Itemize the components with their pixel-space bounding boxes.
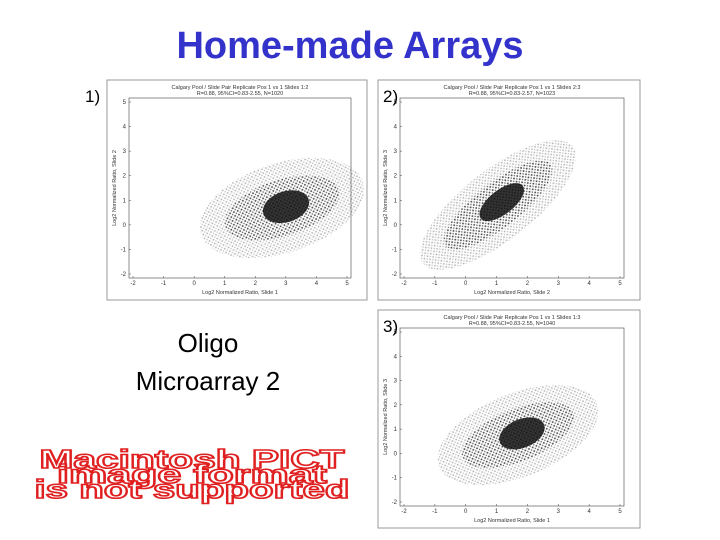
y-tick-label: -2 bbox=[121, 272, 127, 278]
x-tick-label: -2 bbox=[401, 281, 407, 287]
y-tick-label: 2 bbox=[394, 174, 398, 180]
y-tick-label: 4 bbox=[394, 354, 398, 360]
y-axis-label: Log2 Normalized Ratio, Slide 3 bbox=[383, 379, 389, 455]
x-tick-label: 0 bbox=[464, 509, 468, 515]
y-tick-label: 5 bbox=[394, 100, 398, 106]
y-tick-label: 0 bbox=[394, 451, 398, 457]
panel-label: 1) bbox=[85, 87, 100, 106]
y-tick-label: -2 bbox=[392, 500, 398, 506]
y-tick-label: -1 bbox=[392, 476, 398, 482]
plot-area bbox=[399, 327, 625, 507]
cloud-core bbox=[479, 183, 524, 222]
y-tick-label: 0 bbox=[394, 223, 398, 229]
x-tick-label: 3 bbox=[557, 509, 561, 515]
plot-title: R=0.88, 95%CI=0.83-2.55, N=1020 bbox=[197, 91, 283, 97]
x-tick-label: -1 bbox=[432, 509, 438, 515]
y-tick-label: 1 bbox=[394, 427, 398, 433]
panel-label: 2) bbox=[383, 87, 398, 106]
plot-panel: -2 -1 0 1 2 3 4 5 -2 -1 0 1 2 3 4 5 Calgary Pool / Slide… bbox=[106, 79, 368, 301]
x-tick-label: 2 bbox=[526, 509, 530, 515]
x-axis-label: Log2 Normalized Ratio, Slide 1 bbox=[474, 518, 550, 524]
cloud-core bbox=[499, 417, 545, 450]
caption-line: Oligo bbox=[178, 328, 239, 358]
plot-area bbox=[399, 97, 625, 279]
notice-line: is not supported bbox=[35, 474, 350, 504]
y-axis-label: Log2 Normalized Ratio, Slide 2 bbox=[112, 150, 118, 226]
y-tick-label: 0 bbox=[123, 223, 127, 229]
cloud-core bbox=[262, 190, 310, 224]
y-tick-label: 1 bbox=[394, 198, 398, 204]
x-tick-label: -1 bbox=[161, 281, 167, 287]
x-tick-label: 4 bbox=[587, 509, 591, 515]
y-tick-label: -1 bbox=[392, 247, 398, 253]
x-axis-label: Log2 Normalized Ratio, Slide 1 bbox=[202, 290, 278, 296]
y-tick-label: 2 bbox=[394, 403, 398, 409]
x-axis-label: Log2 Normalized Ratio, Slide 2 bbox=[474, 290, 550, 296]
x-tick-label: 4 bbox=[587, 281, 591, 287]
x-tick-label: 1 bbox=[223, 281, 227, 287]
plot-title: Calgary Pool / Slide Pair Replicate Pos … bbox=[444, 315, 581, 321]
x-tick-label: 0 bbox=[464, 281, 468, 287]
unsupported-image-notice: Macintosh PICT image format is not suppo… bbox=[34, 443, 351, 505]
y-tick-label: 4 bbox=[123, 125, 127, 131]
x-tick-label: 4 bbox=[315, 281, 319, 287]
x-tick-label: 5 bbox=[345, 281, 349, 287]
x-tick-label: 1 bbox=[495, 509, 499, 515]
point-cloud bbox=[199, 157, 365, 259]
point-cloud bbox=[420, 140, 576, 270]
notice-line: image format bbox=[57, 459, 328, 489]
x-tick-label: 3 bbox=[557, 281, 561, 287]
x-tick-label: 1 bbox=[495, 281, 499, 287]
x-tick-label: 5 bbox=[618, 509, 622, 515]
plot-title: R=0.88, 95%CI=0.83-2.55, N=1040 bbox=[469, 321, 555, 327]
plot-title: Calgary Pool / Slide Pair Replicate Pos … bbox=[172, 85, 309, 91]
y-tick-label: -1 bbox=[121, 247, 127, 253]
plot-title: Calgary Pool / Slide Pair Replicate Pos … bbox=[444, 85, 581, 91]
notice-line: Macintosh PICT bbox=[40, 444, 345, 474]
y-tick-label: 4 bbox=[394, 125, 398, 131]
x-tick-label: 2 bbox=[254, 281, 258, 287]
x-tick-label: 5 bbox=[618, 281, 622, 287]
x-tick-label: 0 bbox=[192, 281, 196, 287]
y-tick-label: 5 bbox=[123, 100, 127, 106]
y-tick-label: 3 bbox=[394, 149, 398, 155]
y-tick-label: 3 bbox=[394, 379, 398, 385]
x-tick-label: -2 bbox=[401, 509, 407, 515]
caption-line: Microarray 2 bbox=[136, 366, 280, 396]
x-tick-label: 3 bbox=[284, 281, 288, 287]
x-tick-label: -1 bbox=[432, 281, 438, 287]
x-tick-label: 2 bbox=[526, 281, 530, 287]
y-tick-label: 3 bbox=[123, 149, 127, 155]
panel-label: 3) bbox=[383, 317, 398, 336]
slide-title: Home-made Arrays bbox=[176, 25, 523, 67]
y-axis-label: Log2 Normalized Ratio, Slide 3 bbox=[383, 150, 389, 226]
plot-panel: -2 -1 0 1 2 3 4 5 -2 -1 0 1 2 3 4 5 Calgary Pool / Slide… bbox=[377, 79, 641, 301]
plot-title: R=0.88, 95%CI=0.83-2.57, N=1023 bbox=[469, 91, 555, 97]
plot-panel: -2 -1 0 1 2 3 4 5 -2 -1 0 1 2 3 4 5 Calgary Pool / Slide… bbox=[377, 309, 641, 529]
point-cloud bbox=[437, 384, 599, 486]
y-tick-label: -2 bbox=[392, 272, 398, 278]
y-tick-label: 2 bbox=[123, 174, 127, 180]
x-tick-label: -2 bbox=[130, 281, 136, 287]
y-tick-label: 1 bbox=[123, 198, 127, 204]
y-tick-label: 5 bbox=[394, 330, 398, 336]
